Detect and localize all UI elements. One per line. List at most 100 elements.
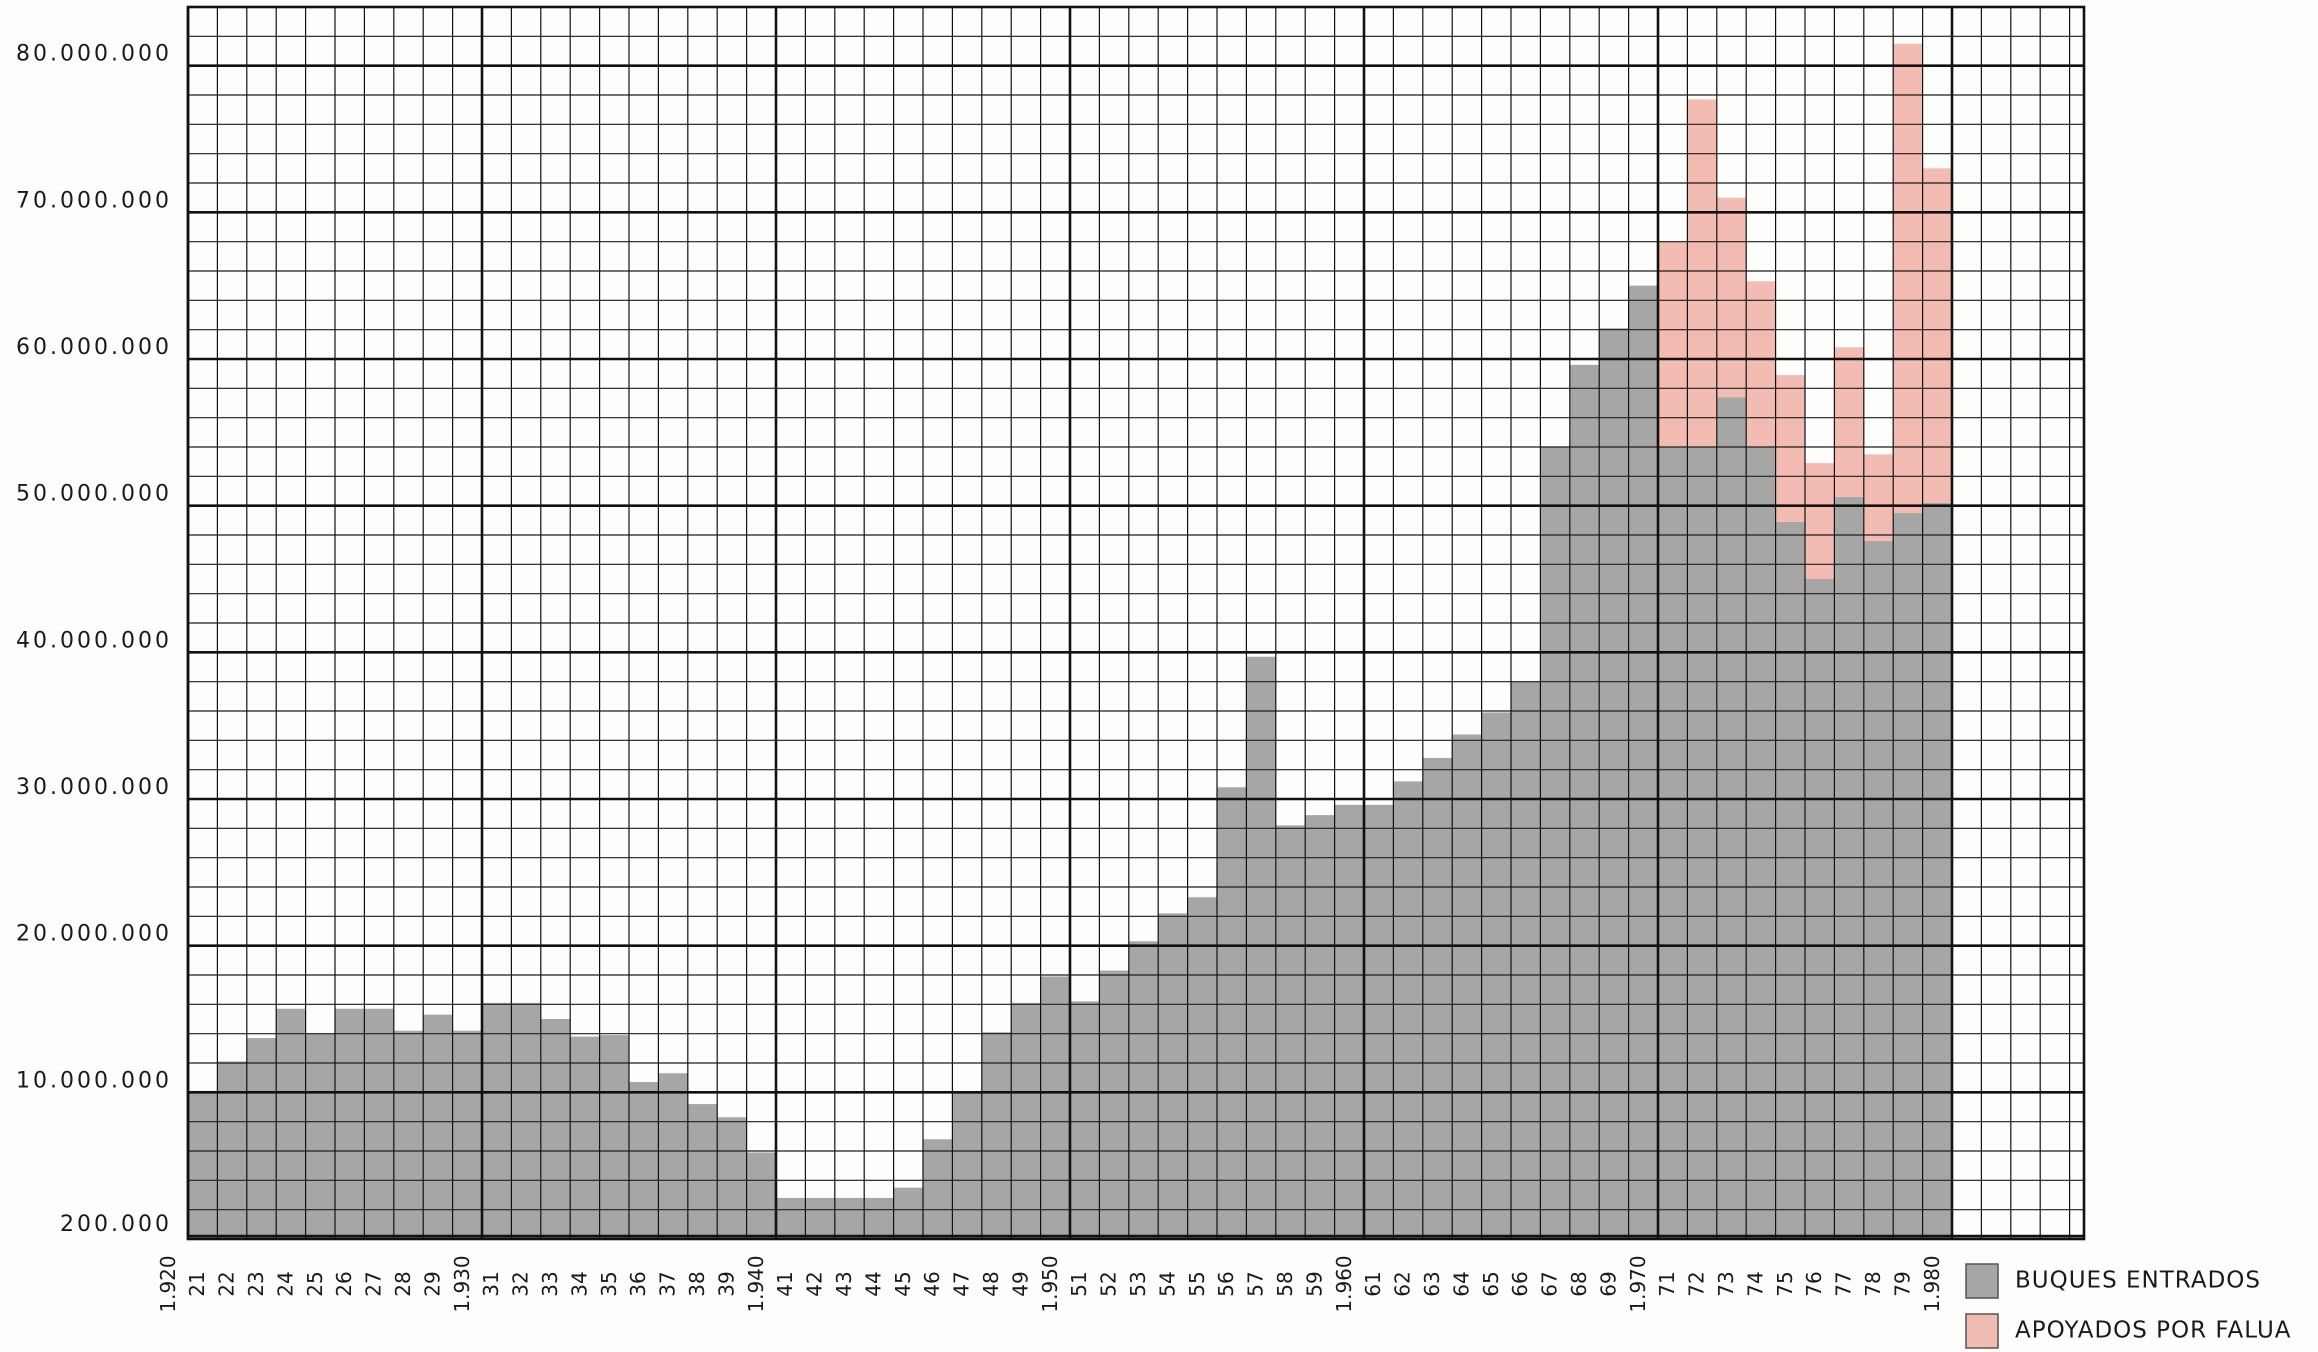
x-tick-label: 64 <box>1449 1271 1473 1296</box>
x-tick-label: 75 <box>1773 1271 1797 1296</box>
bar-segment <box>423 1014 453 1239</box>
x-tick-label: 38 <box>685 1271 709 1296</box>
bar-segment <box>1922 168 1952 503</box>
bar-segment <box>335 1008 365 1239</box>
x-tick-label: 26 <box>332 1271 356 1296</box>
bar-segment <box>893 1187 923 1239</box>
bar-segment <box>1716 197 1747 398</box>
x-tick-label: 36 <box>626 1271 650 1296</box>
x-tick-label: 79 <box>1890 1271 1914 1296</box>
bar-segment <box>629 1082 659 1239</box>
x-tick-label: 61 <box>1361 1271 1385 1296</box>
bar-segment <box>1128 941 1159 1239</box>
bar-segment <box>805 1197 835 1239</box>
x-tick-label: 68 <box>1567 1271 1591 1296</box>
bar-segment <box>570 1036 600 1239</box>
bar-segment <box>1275 825 1306 1239</box>
bar-segment <box>1305 815 1335 1239</box>
x-tick-label: 48 <box>979 1271 1003 1296</box>
bar-segment <box>1863 540 1894 1239</box>
bar-segment <box>1452 734 1482 1239</box>
x-tick-label: 21 <box>185 1271 209 1296</box>
x-tick-label: 22 <box>215 1271 239 1296</box>
x-tick-label: 51 <box>1067 1271 1091 1296</box>
bar-segment <box>1422 757 1453 1239</box>
x-tick-label: 43 <box>832 1271 856 1296</box>
bar-segment <box>1746 281 1776 447</box>
bar-segment <box>1217 787 1247 1239</box>
x-tick-label: 58 <box>1273 1271 1297 1296</box>
x-tick-label: 55 <box>1185 1271 1209 1296</box>
bar-segment <box>1658 241 1688 447</box>
bar-segment <box>393 1030 424 1239</box>
y-tick-label: 200.000 <box>60 1212 172 1237</box>
bar-segment <box>1158 913 1188 1239</box>
x-tick-label: 34 <box>567 1271 591 1296</box>
x-tick-label: 25 <box>303 1271 327 1296</box>
y-tick-label: 60.000.000 <box>16 335 172 360</box>
bar-segment <box>1187 897 1217 1239</box>
bar-segment <box>1922 502 1952 1239</box>
y-tick-label: 10.000.000 <box>16 1068 172 1093</box>
bar-segment <box>1481 712 1511 1239</box>
x-tick-label: 41 <box>773 1271 797 1296</box>
y-tick-label: 50.000.000 <box>16 482 172 507</box>
bar-segment <box>305 1033 335 1239</box>
x-tick-label: 53 <box>1126 1271 1150 1296</box>
bar-segment <box>1393 781 1423 1239</box>
x-tick-label: 1.980 <box>1920 1255 1944 1312</box>
bar-segment <box>1540 447 1570 1239</box>
x-tick-label: 35 <box>597 1271 621 1296</box>
bar-segment <box>1334 804 1364 1239</box>
bar-segment <box>1687 99 1717 448</box>
x-tick-label: 78 <box>1861 1271 1885 1296</box>
plot-frame <box>186 5 2086 1241</box>
x-tick-label: 57 <box>1244 1271 1268 1296</box>
bar-segment <box>1040 976 1070 1239</box>
x-tick-label: 42 <box>803 1271 827 1296</box>
bar-segment <box>1716 397 1747 1240</box>
x-tick-label: 77 <box>1832 1271 1856 1296</box>
bar-segment <box>864 1197 894 1239</box>
x-tick-label: 56 <box>1214 1271 1238 1296</box>
x-tick-label: 27 <box>362 1271 386 1296</box>
x-tick-label: 1.950 <box>1038 1255 1062 1312</box>
bar-segment <box>511 1002 541 1239</box>
x-tick-label: 69 <box>1596 1271 1620 1296</box>
x-tick-label: 33 <box>538 1271 562 1296</box>
bar-segment <box>1658 447 1688 1239</box>
x-tick-label: 52 <box>1097 1271 1121 1296</box>
x-tick-label: 44 <box>861 1271 885 1296</box>
x-tick-label: 49 <box>1008 1271 1032 1296</box>
bar-segment <box>776 1197 806 1239</box>
x-tick-label: 32 <box>509 1271 533 1296</box>
x-tick-label: 24 <box>273 1271 297 1296</box>
grid <box>186 5 2086 1241</box>
x-tick-label: 76 <box>1802 1271 1826 1296</box>
x-tick-label: 73 <box>1714 1271 1738 1296</box>
x-tick-label: 1.970 <box>1626 1255 1650 1312</box>
x-tick-label: 63 <box>1420 1271 1444 1296</box>
y-tick-label: 40.000.000 <box>16 628 172 653</box>
bar-segment <box>1746 447 1776 1239</box>
bar-segment <box>1569 364 1600 1239</box>
x-tick-label: 1.930 <box>450 1255 474 1312</box>
bar-segment <box>1364 804 1394 1239</box>
bar-segment <box>1687 447 1717 1239</box>
x-tick-label: 71 <box>1655 1271 1679 1296</box>
x-tick-label: 28 <box>391 1271 415 1296</box>
bar-segment <box>952 1092 982 1239</box>
bar-segment <box>834 1197 865 1239</box>
x-tick-label: 65 <box>1479 1271 1503 1296</box>
bar-segment <box>482 1002 512 1239</box>
legend-label: BUQUES ENTRADOS <box>2015 1268 2261 1294</box>
x-tick-label: 47 <box>950 1271 974 1296</box>
bar-segment <box>1863 454 1894 541</box>
x-tick-label: 67 <box>1538 1271 1562 1296</box>
y-tick-label: 30.000.000 <box>16 775 172 800</box>
bar-segment <box>276 1008 306 1239</box>
bar-segment <box>1893 513 1923 1239</box>
legend-swatch <box>1965 1313 1999 1349</box>
bar-segment <box>1099 970 1129 1239</box>
